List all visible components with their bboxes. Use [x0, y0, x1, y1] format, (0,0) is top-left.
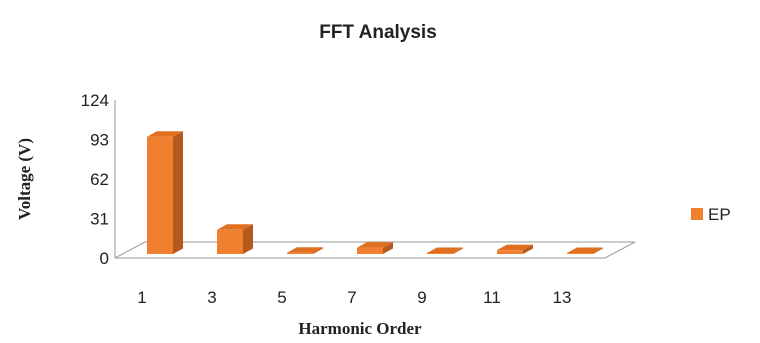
chart-floor: [114, 241, 636, 259]
axes: 0 31 62 93 124: [81, 91, 636, 268]
x-tick-label: 13: [553, 288, 572, 307]
bar-top: [147, 131, 183, 137]
y-tick-label: 124: [81, 91, 109, 110]
y-tick-labels: 0 31 62 93 124: [81, 91, 109, 268]
x-tick-label: 5: [277, 288, 286, 307]
bar-side: [383, 242, 393, 254]
bar-7: [357, 242, 393, 254]
bar-front: [287, 252, 313, 254]
x-tick-label: 1: [137, 288, 146, 307]
legend: EP: [691, 205, 731, 224]
bar-front: [217, 229, 243, 254]
bar-front: [427, 253, 453, 254]
bars: [147, 131, 603, 254]
y-tick-label: 0: [100, 249, 109, 268]
y-tick-label: 31: [90, 210, 109, 229]
bar-top: [357, 242, 393, 248]
bar-front: [497, 250, 523, 254]
x-tick-label: 7: [347, 288, 356, 307]
bar-side: [313, 247, 323, 254]
bar-top: [497, 244, 533, 251]
bar-side: [173, 131, 183, 254]
y-tick-label: 62: [90, 170, 109, 189]
bar-side: [453, 247, 463, 254]
x-tick-label: 3: [207, 288, 216, 307]
bar-11: [497, 244, 533, 254]
bar-side: [593, 247, 603, 254]
x-axis-label: Harmonic Order: [298, 319, 422, 338]
bar-top: [427, 247, 463, 253]
bar-side: [523, 244, 533, 254]
bar-5: [287, 247, 323, 254]
y-axis-label: Voltage (V): [15, 138, 34, 220]
bar-front: [567, 253, 593, 254]
x-tick-label: 9: [417, 288, 426, 307]
bar-top: [287, 247, 323, 253]
legend-label-ep: EP: [708, 205, 731, 224]
bar-top: [217, 224, 253, 230]
chart-title: FFT Analysis: [319, 22, 437, 43]
bar-1: [147, 131, 183, 254]
x-tick-labels: 1 3 5 7 9 11 13: [137, 288, 571, 307]
bar-13: [567, 247, 603, 254]
bar-top: [567, 247, 603, 253]
y-tick-label: 93: [90, 131, 109, 150]
bar-side: [243, 224, 253, 254]
bar-front: [147, 136, 173, 254]
legend-swatch-ep: [691, 208, 703, 220]
x-tick-label: 11: [483, 288, 501, 307]
bar-front: [357, 247, 383, 254]
bar-9: [427, 247, 463, 254]
bar-3: [217, 224, 253, 254]
